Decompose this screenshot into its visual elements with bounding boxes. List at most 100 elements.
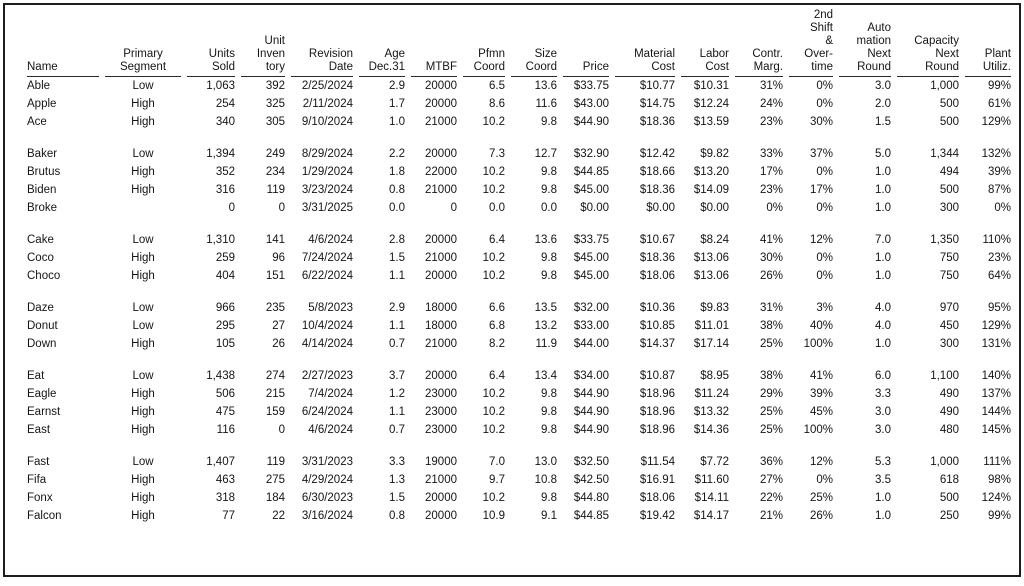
cell-labor-cost: $13.32 [693,406,729,418]
cell-segment: Low [132,80,154,92]
cell-age: 0.8 [389,510,405,522]
cell-labor-cost: $12.24 [693,98,729,110]
cell-size-coord: 13.0 [534,456,557,468]
cell-automation-next-round: 1.0 [875,202,891,214]
cell-price: $42.50 [573,474,609,486]
cell-units-sold: 404 [215,270,235,282]
cell-automation-next-round: 1.0 [875,338,891,350]
product-row-fifa: Fifa High 463 275 4/29/2024 1.3 21000 9.7 10.8 $4… [27,471,1011,489]
cell-name: Ace [27,116,47,128]
cell-name: Able [27,80,51,92]
cell-size-coord: 13.5 [534,302,557,314]
cell-units-sold: 116 [216,424,235,436]
cell-price: $45.00 [573,184,609,196]
cell-units-sold: 295 [215,320,235,332]
cell-plant-utiliz: 23% [987,252,1011,264]
cell-revision-date: 1/29/2024 [301,166,353,178]
cell-capacity-next-round: 500 [939,492,959,504]
cell-labor-cost: $13.59 [693,116,729,128]
cell-age: 0.8 [389,184,405,196]
column-header-age: Age Dec.31 [359,9,405,77]
cell-capacity-next-round: 490 [939,406,959,418]
cell-age: 2.8 [389,234,405,246]
product-row-daze: Daze Low 966 235 5/8/2023 2.9 18000 6.6 13.5 $32.… [27,299,1011,317]
cell-labor-cost: $0.00 [700,202,729,214]
cell-name: Fifa [27,474,47,486]
cell-contr-marg: 31% [759,80,783,92]
cell-age: 0.0 [389,202,405,214]
cell-plant-utiliz: 111% [983,456,1011,468]
cell-automation-next-round: 5.3 [875,456,891,468]
cell-second-shift-overtime: 100% [803,424,833,436]
cell-revision-date: 4/6/2024 [308,424,353,436]
product-row-apple: Apple High 254 325 2/11/2024 1.7 20000 8.6 11.6 $… [27,95,1011,113]
cell-second-shift-overtime: 37% [809,148,833,160]
cell-pfmn-coord: 10.2 [482,116,505,128]
group-spacer-cell [27,439,1011,453]
cell-segment: High [131,510,155,522]
cell-revision-date: 4/14/2024 [301,338,353,350]
column-header-automation-next-round: Auto mation Next Round [839,9,891,77]
cell-mtbf: 20000 [425,148,457,160]
cell-price: $44.90 [573,388,609,400]
cell-units-sold: 1,310 [206,234,235,246]
column-header-price: Price [563,9,609,77]
cell-revision-date: 3/23/2024 [301,184,353,196]
cell-name: East [27,424,51,436]
cell-labor-cost: $13.20 [693,166,729,178]
cell-age: 1.3 [389,474,405,486]
column-header-plant-utiliz: Plant Utiliz. [965,9,1011,77]
column-header-capacity-next-round: Capacity Next Round [897,9,959,77]
cell-automation-next-round: 2.0 [875,98,891,110]
cell-automation-next-round: 3.3 [875,388,891,400]
cell-mtbf: 20000 [425,492,457,504]
product-row-broke: Broke 0 0 3/31/2025 0.0 0 0.0 0.0 $0.00 $0.00 $0.0… [27,199,1011,217]
cell-price: $44.90 [573,116,609,128]
cell-inventory: 392 [265,80,285,92]
cell-price: $44.85 [573,166,609,178]
cell-material-cost: $18.96 [639,424,675,436]
product-row-eagle: Eagle High 506 215 7/4/2024 1.2 23000 10.2 9.8 $4… [27,385,1011,403]
cell-material-cost: $18.96 [639,406,675,418]
cell-capacity-next-round: 300 [939,202,959,214]
cell-second-shift-overtime: 25% [809,492,833,504]
cell-material-cost: $18.36 [639,184,675,196]
column-header-contr-marg: Contr. Marg. [735,9,783,77]
cell-plant-utiliz: 99% [987,80,1011,92]
cell-inventory: 249 [265,148,285,160]
cell-name: Baker [27,148,58,160]
cell-price: $34.00 [573,370,609,382]
cell-plant-utiliz: 124% [981,492,1011,504]
cell-name: Fonx [27,492,53,504]
product-row-brutus: Brutus High 352 234 1/29/2024 1.8 22000 10.2 9.8… [27,163,1011,181]
cell-second-shift-overtime: 26% [809,510,833,522]
cell-plant-utiliz: 99% [987,510,1011,522]
cell-capacity-next-round: 300 [939,338,959,350]
cell-units-sold: 1,438 [206,370,235,382]
cell-segment: High [131,492,155,504]
cell-units-sold: 1,063 [206,80,235,92]
cell-units-sold: 352 [215,166,235,178]
cell-size-coord: 11.6 [535,98,557,110]
cell-pfmn-coord: 10.2 [482,388,505,400]
cell-capacity-next-round: 970 [939,302,959,314]
cell-price: $43.00 [573,98,609,110]
cell-contr-marg: 23% [759,184,783,196]
cell-inventory: 151 [265,270,285,282]
group-spacer-row [27,285,1011,299]
cell-plant-utiliz: 131% [981,338,1011,350]
cell-size-coord: 13.6 [534,80,557,92]
product-row-eat: Eat Low 1,438 274 2/27/2023 3.7 20000 6.4 13.4 $3… [27,367,1011,385]
cell-mtbf: 20000 [425,270,457,282]
cell-mtbf: 23000 [425,388,457,400]
cell-contr-marg: 21% [759,510,783,522]
cell-revision-date: 4/6/2024 [308,234,353,246]
cell-segment: High [131,252,155,264]
cell-material-cost: $18.96 [639,388,675,400]
cell-pfmn-coord: 6.5 [489,80,505,92]
cell-material-cost: $16.91 [639,474,675,486]
cell-segment: High [131,98,155,110]
cell-automation-next-round: 4.0 [875,302,891,314]
table-header: Name Primary Segment Units Sold Unit Inven … [27,9,1011,77]
cell-name: Biden [27,184,57,196]
